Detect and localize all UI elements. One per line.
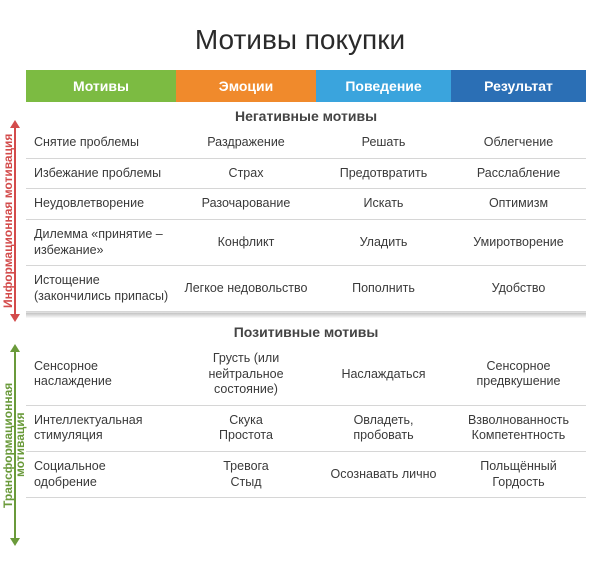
table-row: Снятие проблемы Раздражение Решать Облег…: [26, 128, 586, 158]
cell: Сенсорное наслаждение: [26, 344, 176, 405]
cell: Оптимизм: [451, 189, 586, 220]
motives-table: Мотивы Эмоции Поведение Результат Негати…: [26, 70, 586, 498]
cell: Дилемма «принятие – избежание»: [26, 219, 176, 265]
cell: Сенсорное предвкушение: [451, 344, 586, 405]
table-row: Неудовлетворение Разочарование Искать Оп…: [26, 189, 586, 220]
cell: Грусть (или нейтральное состояние): [176, 344, 316, 405]
cell: Избежание проблемы: [26, 158, 176, 189]
cell: Наслаждаться: [316, 344, 451, 405]
header-row: Мотивы Эмоции Поведение Результат: [26, 70, 586, 102]
table-wrapper: Информационная мотивация Трансформационн…: [0, 70, 600, 498]
page-title: Мотивы покупки: [0, 0, 600, 70]
cell: Снятие проблемы: [26, 128, 176, 158]
cell: Овладеть, пробовать: [316, 405, 451, 451]
col-header-0: Мотивы: [26, 70, 176, 102]
cell: Легкое недовольство: [176, 266, 316, 312]
cell: Пополнить: [316, 266, 451, 312]
cell: Интеллектуальная стимуляция: [26, 405, 176, 451]
section-head-negative-label: Негативные мотивы: [26, 102, 586, 128]
cell: Осознавать лично: [316, 452, 451, 498]
cell: Решать: [316, 128, 451, 158]
table-row: Социальное одобрение ТревогаСтыд Осознав…: [26, 452, 586, 498]
cell: Страх: [176, 158, 316, 189]
cell: Облегчение: [451, 128, 586, 158]
cell: ТревогаСтыд: [176, 452, 316, 498]
cell: ПольщённыйГордость: [451, 452, 586, 498]
section-head-positive-label: Позитивные мотивы: [26, 318, 586, 344]
side-arrow-positive-icon: [14, 350, 16, 540]
side-arrow-negative-icon: [14, 126, 16, 316]
section-head-positive: Позитивные мотивы: [26, 318, 586, 344]
cell: Раздражение: [176, 128, 316, 158]
cell: ВзволнованностьКомпетентность: [451, 405, 586, 451]
cell: Умиротворение: [451, 219, 586, 265]
cell: Неудовлетворение: [26, 189, 176, 220]
cell: СкукаПростота: [176, 405, 316, 451]
cell: Удобство: [451, 266, 586, 312]
table-row: Истощение (закончились припасы) Легкое н…: [26, 266, 586, 312]
col-header-3: Результат: [451, 70, 586, 102]
cell: Социальное одобрение: [26, 452, 176, 498]
cell: Предотвратить: [316, 158, 451, 189]
section-head-negative: Негативные мотивы: [26, 102, 586, 128]
cell: Разочарование: [176, 189, 316, 220]
cell: Искать: [316, 189, 451, 220]
cell: Расслабление: [451, 158, 586, 189]
table-row: Интеллектуальная стимуляция СкукаПростот…: [26, 405, 586, 451]
cell: Уладить: [316, 219, 451, 265]
cell: Истощение (закончились припасы): [26, 266, 176, 312]
table-row: Избежание проблемы Страх Предотвратить Р…: [26, 158, 586, 189]
side-label-negative: Информационная мотивация: [2, 126, 14, 316]
table-row: Сенсорное наслаждение Грусть (или нейтра…: [26, 344, 586, 405]
cell: Конфликт: [176, 219, 316, 265]
table-row: Дилемма «принятие – избежание» Конфликт …: [26, 219, 586, 265]
col-header-1: Эмоции: [176, 70, 316, 102]
col-header-2: Поведение: [316, 70, 451, 102]
